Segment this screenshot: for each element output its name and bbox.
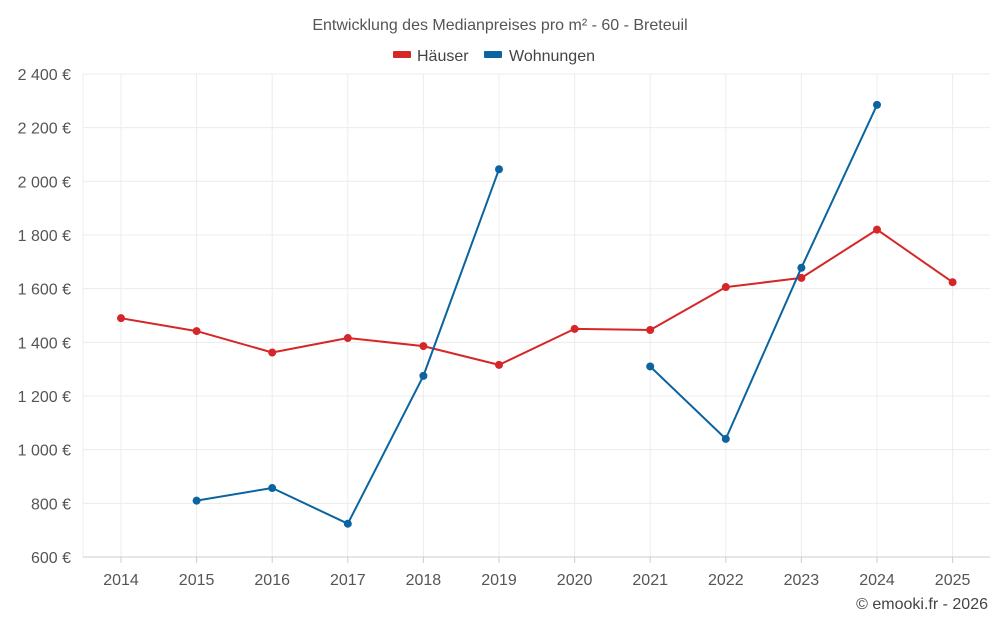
data-point-wohnungen[interactable] [721, 434, 730, 443]
legend-label-haeuser[interactable]: Häuser [417, 48, 469, 65]
data-point-haeuser[interactable] [570, 324, 579, 333]
legend: Häuser Wohnungen [393, 48, 595, 65]
data-point-haeuser[interactable] [192, 327, 201, 336]
data-point-haeuser[interactable] [495, 360, 503, 369]
series [117, 100, 957, 528]
x-tick-label: 2022 [708, 572, 744, 589]
y-tick-label: 2 000 € [18, 174, 71, 191]
data-point-haeuser[interactable] [268, 348, 277, 357]
x-tick-label: 2024 [859, 572, 895, 589]
data-point-wohnungen[interactable] [192, 496, 201, 505]
y-tick-label: 1 000 € [18, 443, 71, 460]
y-tick-label: 1 800 € [18, 228, 71, 245]
data-point-haeuser[interactable] [117, 314, 125, 323]
x-tick-label: 2014 [103, 572, 139, 589]
data-point-haeuser[interactable] [646, 325, 655, 334]
x-tick-label: 2023 [784, 572, 820, 589]
data-point-haeuser[interactable] [797, 273, 806, 282]
x-tick-label: 2021 [632, 572, 668, 589]
data-point-wohnungen[interactable] [646, 362, 655, 371]
data-point-wohnungen[interactable] [797, 263, 806, 272]
data-point-haeuser[interactable] [721, 283, 730, 292]
data-point-haeuser[interactable] [873, 225, 881, 234]
credit-text: © emooki.fr - 2026 [856, 596, 988, 613]
x-tick-label: 2018 [406, 572, 442, 589]
data-point-wohnungen[interactable] [343, 519, 352, 528]
x-tick-label: 2016 [254, 572, 290, 589]
y-tick-label: 2 200 € [18, 121, 71, 138]
y-tick-label: 800 € [31, 496, 71, 513]
y-tick-label: 600 € [31, 550, 71, 567]
series-line-haeuser [120, 228, 954, 366]
data-point-wohnungen[interactable] [419, 371, 428, 380]
data-point-haeuser[interactable] [343, 334, 352, 343]
data-point-haeuser[interactable] [419, 342, 428, 351]
grid [82, 73, 990, 557]
data-point-wohnungen[interactable] [495, 165, 503, 174]
data-point-haeuser[interactable] [948, 278, 957, 287]
y-tick-label: 1 600 € [18, 282, 71, 299]
series-line-wohnungen [649, 104, 878, 440]
y-axis: 600 € 800 € 1 000 € 1 200 € 1 400 € 1 600 € 1 … [18, 67, 71, 567]
y-tick-label: 1 200 € [18, 389, 71, 406]
y-tick-label: 1 400 € [18, 335, 71, 352]
x-tick-label: 2015 [179, 572, 215, 589]
legend-label-wohnungen[interactable]: Wohnungen [509, 48, 595, 65]
legend-swatch-haeuser [393, 51, 411, 58]
x-tick-label: 2020 [557, 572, 593, 589]
x-tick-label: 2019 [481, 572, 517, 589]
chart-title: Entwicklung des Medianpreises pro m² - 6… [312, 17, 687, 34]
y-tick-label: 2 400 € [18, 67, 71, 84]
data-point-wohnungen[interactable] [268, 484, 277, 493]
x-axis: 2014 2015 2016 2017 2018 2019 2020 2021 2022 2023… [83, 556, 990, 589]
data-point-wohnungen[interactable] [873, 100, 881, 109]
x-tick-label: 2017 [330, 572, 366, 589]
x-tick-label: 2025 [935, 572, 971, 589]
legend-swatch-wohnungen [484, 51, 502, 58]
